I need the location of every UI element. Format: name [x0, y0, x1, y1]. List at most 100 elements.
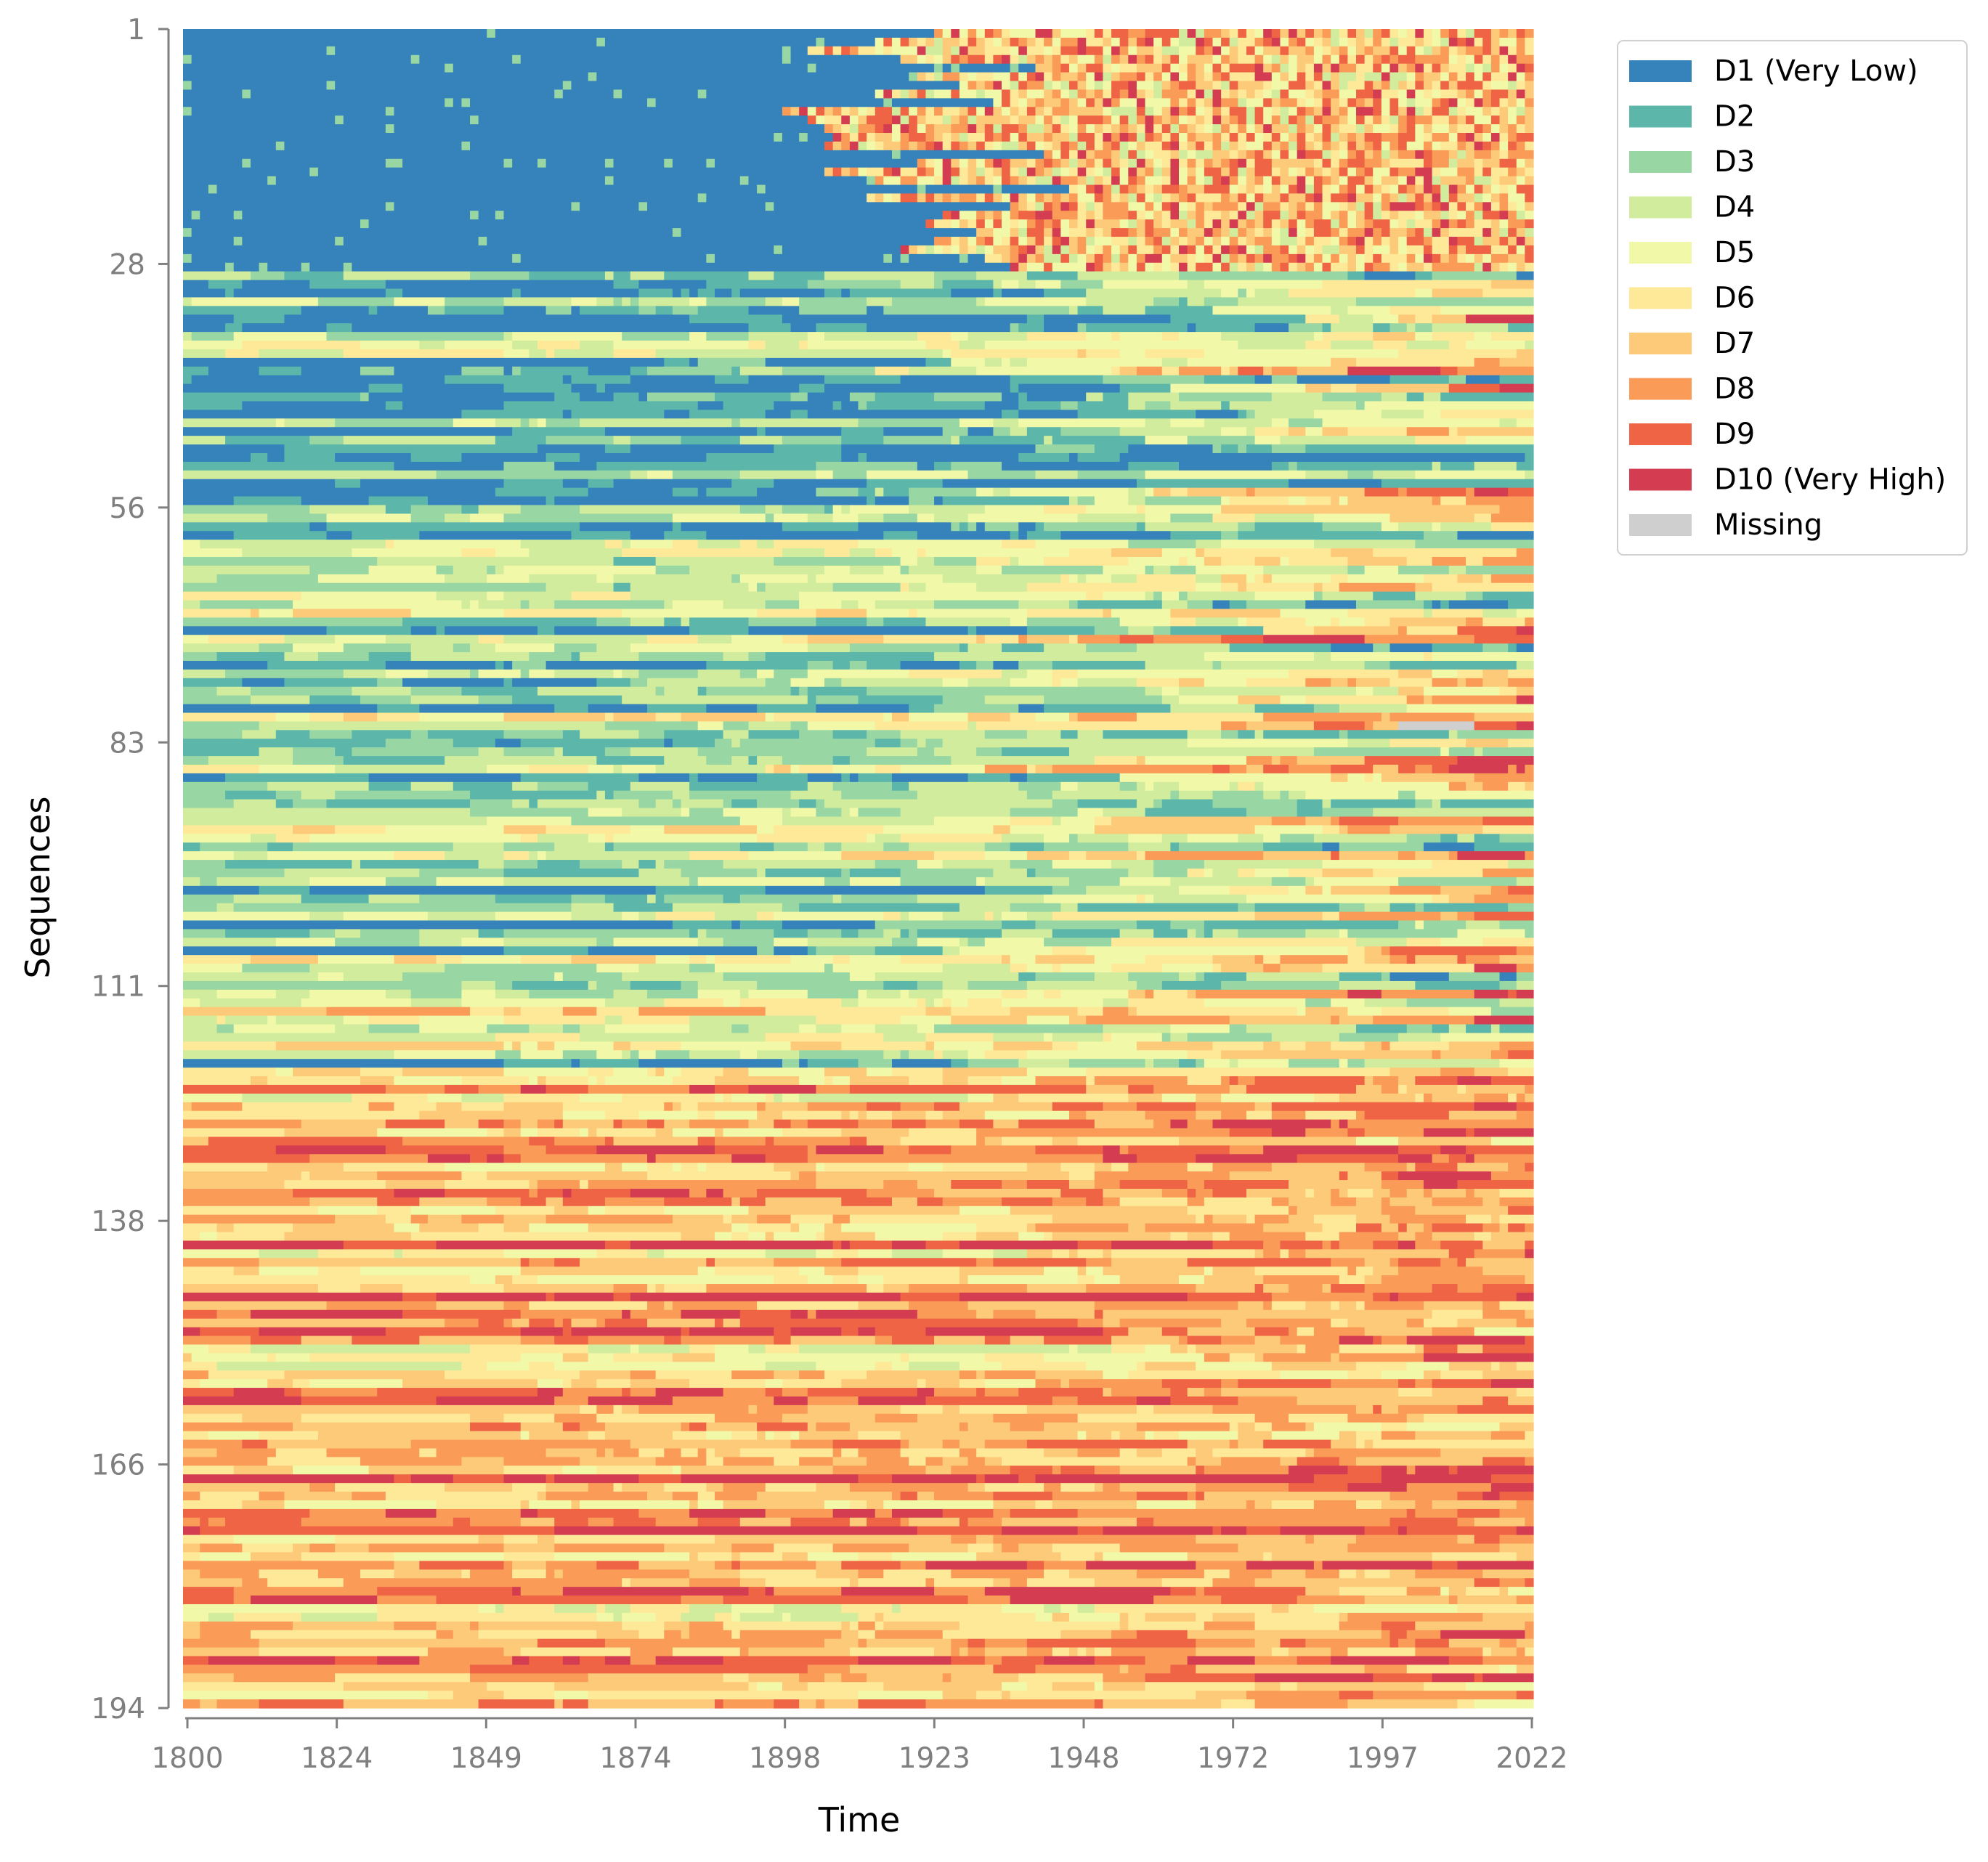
heatmap-cell [1423, 531, 1458, 540]
heatmap-cell [1018, 556, 1044, 566]
heatmap-cell [284, 652, 319, 662]
heatmap-cell [765, 1093, 774, 1103]
heatmap-cell [706, 929, 774, 938]
heatmap-cell [875, 46, 884, 56]
heatmap-cell [1432, 314, 1466, 324]
heatmap-cell [993, 37, 1002, 47]
heatmap-cell [875, 392, 935, 402]
heatmap-cell [1271, 253, 1289, 264]
heatmap-cell [1026, 37, 1036, 47]
heatmap-cell [1398, 176, 1408, 186]
heatmap-cell [697, 929, 707, 938]
heatmap-cell [1289, 115, 1298, 125]
heatmap-cell [807, 946, 817, 956]
heatmap-cell [1035, 237, 1044, 246]
heatmap-cell [1179, 54, 1188, 65]
heatmap-cell [1187, 150, 1196, 160]
heatmap-cell [689, 314, 783, 324]
heatmap-cell [402, 678, 505, 688]
heatmap-cell [580, 1024, 606, 1034]
heatmap-cell [267, 851, 395, 861]
heatmap-cell [875, 548, 893, 558]
heatmap-cell [1423, 695, 1433, 705]
heatmap-cell [613, 574, 732, 584]
heatmap-cell [714, 392, 792, 402]
heatmap-cell [655, 1284, 665, 1293]
heatmap-cell [1305, 107, 1315, 116]
heatmap-cell [1474, 911, 1534, 922]
heatmap-cell [1280, 63, 1289, 73]
heatmap-cell [1457, 756, 1534, 765]
heatmap-cell [1212, 89, 1222, 99]
heatmap-cell [816, 946, 876, 956]
heatmap-cell [1111, 1335, 1180, 1346]
heatmap-cell [993, 660, 1019, 670]
heatmap-cell [967, 678, 1011, 688]
heatmap-cell [293, 825, 336, 834]
heatmap-cell [1111, 262, 1121, 272]
heatmap-cell [1525, 72, 1534, 82]
heatmap-cell [1347, 496, 1433, 506]
heatmap-cell [1052, 202, 1061, 211]
heatmap-cell [689, 626, 750, 635]
heatmap-cell [976, 211, 986, 220]
heatmap-cell [1119, 184, 1129, 195]
heatmap-cell [1068, 1015, 1087, 1025]
heatmap-cell [495, 487, 589, 497]
heatmap-cell [1432, 288, 1483, 298]
heatmap-cell [1347, 565, 1366, 575]
heatmap-cell [976, 556, 1011, 566]
heatmap-cell [647, 202, 766, 211]
heatmap-cell [1525, 211, 1534, 220]
heatmap-cell [1525, 1275, 1534, 1285]
heatmap-cell [841, 46, 851, 56]
heatmap-cell [1052, 1041, 1079, 1051]
heatmap-cell [1356, 72, 1366, 82]
heatmap-cell [571, 816, 741, 826]
heatmap-cell [723, 1093, 732, 1103]
heatmap-cell [580, 1059, 640, 1068]
heatmap-cell [748, 1068, 825, 1077]
heatmap-cell [1474, 176, 1492, 186]
heatmap-cell [900, 565, 909, 575]
heatmap-cell [841, 1327, 859, 1337]
heatmap-cell [1018, 245, 1028, 255]
heatmap-cell [875, 946, 944, 956]
heatmap-cell [1525, 452, 1534, 463]
heatmap-cell [216, 1232, 285, 1242]
heatmap-cell [588, 366, 631, 376]
heatmap-cell [647, 98, 657, 107]
heatmap-cell [284, 452, 336, 463]
heatmap-cell [1187, 1033, 1273, 1042]
heatmap-cell [1525, 253, 1534, 264]
heatmap-cell [1331, 643, 1374, 653]
heatmap-cell [807, 989, 859, 999]
heatmap-cell [1339, 851, 1399, 861]
heatmap-cell [1103, 1309, 1433, 1320]
heatmap-cell [1196, 89, 1205, 99]
heatmap-cell [1002, 193, 1011, 203]
heatmap-cell [1077, 730, 1104, 739]
heatmap-cell [571, 591, 631, 601]
heatmap-cell [1457, 245, 1466, 255]
heatmap-cell [545, 1145, 597, 1155]
heatmap-cell [900, 877, 977, 887]
heatmap-cell [655, 712, 682, 722]
heatmap-cell [1044, 1267, 1079, 1276]
heatmap-cell [613, 392, 640, 402]
heatmap-cell [1187, 158, 1196, 168]
heatmap-cell [1212, 124, 1222, 134]
heatmap-cell [1331, 1284, 1366, 1293]
heatmap-cell [571, 531, 631, 540]
heatmap-cell [925, 133, 935, 142]
heatmap-cell [739, 470, 817, 480]
heatmap-cell [1136, 219, 1146, 229]
heatmap-cell [1398, 1240, 1416, 1250]
heatmap-cell [200, 600, 293, 610]
heatmap-cell [1196, 29, 1205, 38]
heatmap-cell [1204, 89, 1214, 99]
heatmap-cell [1457, 834, 1475, 843]
heatmap-cell [664, 1284, 707, 1293]
heatmap-cell [1128, 253, 1137, 264]
heatmap-cell [1373, 1292, 1391, 1302]
